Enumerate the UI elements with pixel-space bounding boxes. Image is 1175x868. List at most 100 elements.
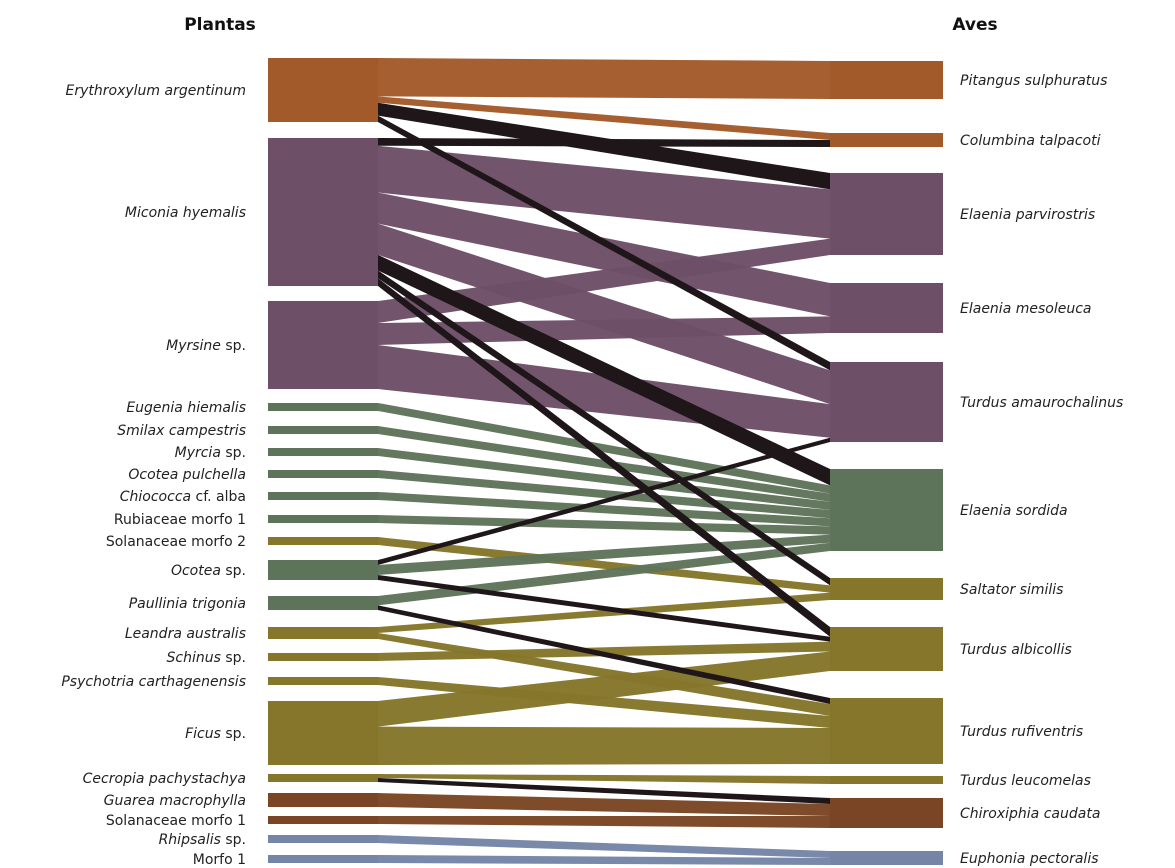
link-cecropia-leucomelas — [378, 774, 830, 784]
bird-bar-euphonia — [830, 851, 943, 865]
link-myrsine-parvirostris — [378, 238, 830, 323]
plant-label-solanaceae1: Solanaceae morfo 1 — [106, 813, 246, 829]
bird-bar-columbina — [830, 133, 943, 147]
plants-header: Plantas — [184, 15, 256, 35]
link-rhipsalis-euphonia — [378, 835, 830, 858]
plant-bar-guarea — [268, 793, 378, 807]
plant-bar-smilax — [268, 426, 378, 434]
plant-label-ficus: Ficus sp. — [185, 726, 246, 742]
plant-bar-paullinia — [268, 596, 378, 610]
bird-label-rufiventris: Turdus rufiventris — [960, 724, 1083, 740]
link-ficus-rufiventris — [378, 726, 830, 765]
plant-label-erythroxylum: Erythroxylum argentinum — [66, 83, 246, 99]
link-miconia-amaurochalinus — [378, 223, 830, 405]
bird-label-saltator: Saltator similis — [960, 582, 1063, 598]
bird-bar-parvirostris — [830, 173, 943, 255]
link-myrcia-sordida — [378, 448, 830, 510]
birds-header: Aves — [952, 15, 997, 35]
plant-bar-rhipsalis — [268, 835, 378, 843]
bird-bar-pitangus — [830, 61, 943, 99]
plant-label-myrcia: Myrcia sp. — [175, 445, 246, 461]
plant-bar-myrcia — [268, 448, 378, 456]
bird-label-albicollis: Turdus albicollis — [960, 642, 1072, 658]
link-cecropia-chiroxiphia — [378, 778, 830, 804]
bird-label-sordida: Elaenia sordida — [960, 503, 1068, 519]
plant-label-rhipsalis: Rhipsalis sp. — [159, 832, 246, 848]
link-guarea-chiroxiphia — [378, 793, 830, 816]
plant-label-morfo1: Morfo 1 — [193, 852, 246, 868]
bird-bar-leucomelas — [830, 776, 943, 784]
plant-label-myrsine: Myrsine sp. — [166, 338, 246, 354]
plant-bar-solanaceae2 — [268, 537, 378, 545]
plant-bars — [268, 58, 378, 863]
plant-label-solanaceae2: Solanaceae morfo 2 — [106, 534, 246, 550]
plant-label-schinus: Schinus sp. — [167, 650, 246, 666]
link-miconia-sordida — [378, 254, 830, 486]
plant-label-miconia: Miconia hyemalis — [125, 205, 246, 221]
link-erythroxylum-columbina — [378, 96, 830, 140]
plant-bar-erythroxylum — [268, 58, 378, 122]
link-rubiaceae-sordida — [378, 515, 830, 535]
plant-label-chiococca: Chiococca cf. alba — [120, 489, 246, 505]
plant-label-eugenia: Eugenia hiemalis — [126, 400, 246, 416]
plant-label-rubiaceae: Rubiaceae morfo 1 — [114, 512, 246, 528]
bird-bar-amaurochalinus — [830, 362, 943, 442]
plant-bar-myrsine — [268, 301, 378, 389]
plant-label-leandra: Leandra australis — [125, 626, 246, 642]
plant-bar-ocotea — [268, 560, 378, 580]
bird-label-euphonia: Euphonia pectoralis — [960, 851, 1099, 867]
plant-label-guarea: Guarea macrophylla — [104, 793, 246, 809]
plant-bar-cecropia — [268, 774, 378, 782]
link-morfo1-euphonia — [378, 855, 830, 865]
bird-bar-rufiventris — [830, 698, 943, 764]
plant-bar-ficus — [268, 701, 378, 765]
bird-bar-chiroxiphia — [830, 798, 943, 828]
bird-bar-sordida — [830, 469, 943, 551]
link-schinus-albicollis — [378, 641, 830, 661]
plant-label-smilax: Smilax campestris — [117, 423, 246, 439]
link-solanaceae2-saltator — [378, 537, 830, 593]
bird-label-amaurochalinus: Turdus amaurochalinus — [960, 395, 1123, 411]
plant-label-ocoteap: Ocotea pulchella — [128, 467, 246, 483]
bird-bars — [830, 61, 943, 865]
plant-bar-chiococca — [268, 492, 378, 500]
bird-bar-albicollis — [830, 627, 943, 671]
bird-bar-mesoleuca — [830, 283, 943, 333]
plant-bar-ocoteap — [268, 470, 378, 478]
bird-label-mesoleuca: Elaenia mesoleuca — [960, 301, 1091, 317]
plant-bar-rubiaceae — [268, 515, 378, 523]
link-paullinia-rufiventris — [378, 605, 830, 704]
links-layer — [378, 58, 830, 865]
plant-bar-morfo1 — [268, 855, 378, 863]
link-ocotea-albicollis — [378, 575, 830, 642]
link-miconia-saltator — [378, 270, 830, 586]
plant-bar-miconia — [268, 138, 378, 286]
link-erythroxylum-amaurochalinus — [378, 115, 830, 371]
link-ficus-albicollis — [378, 651, 830, 727]
link-miconia-albicollis — [378, 278, 830, 637]
link-miconia-parvirostris — [378, 145, 830, 239]
bird-bar-saltator — [830, 578, 943, 600]
bird-label-parvirostris: Elaenia parvirostris — [960, 207, 1095, 223]
link-paullinia-sordida — [378, 542, 830, 606]
plant-bar-schinus — [268, 653, 378, 661]
bird-label-leucomelas: Turdus leucomelas — [960, 773, 1091, 789]
plant-label-ocotea: Ocotea sp. — [171, 563, 246, 579]
link-erythroxylum-pitangus — [378, 58, 830, 99]
link-solanaceae1-chiroxiphia — [378, 816, 830, 828]
plant-bar-eugenia — [268, 403, 378, 411]
bird-label-columbina: Columbina talpacoti — [960, 133, 1101, 149]
link-leandra-saltator — [378, 592, 830, 633]
labels-layer: Erythroxylum argentinum Miconia hyemalis M… — [61, 73, 1123, 868]
bird-label-pitangus: Pitangus sulphuratus — [960, 73, 1107, 89]
link-chiococca-sordida — [378, 492, 830, 527]
link-miconia-columbina — [378, 138, 830, 147]
link-ocotea-amaurochalinus — [378, 437, 830, 565]
plant-label-cecropia: Cecropia pachystachya — [83, 771, 246, 787]
plant-label-psychotria: Psychotria carthagenensis — [61, 674, 246, 690]
plant-bar-leandra — [268, 627, 378, 639]
plant-label-paullinia: Paullinia trigonia — [129, 596, 246, 612]
bird-label-chiroxiphia: Chiroxiphia caudata — [960, 806, 1100, 822]
plant-bar-solanaceae1 — [268, 816, 378, 824]
